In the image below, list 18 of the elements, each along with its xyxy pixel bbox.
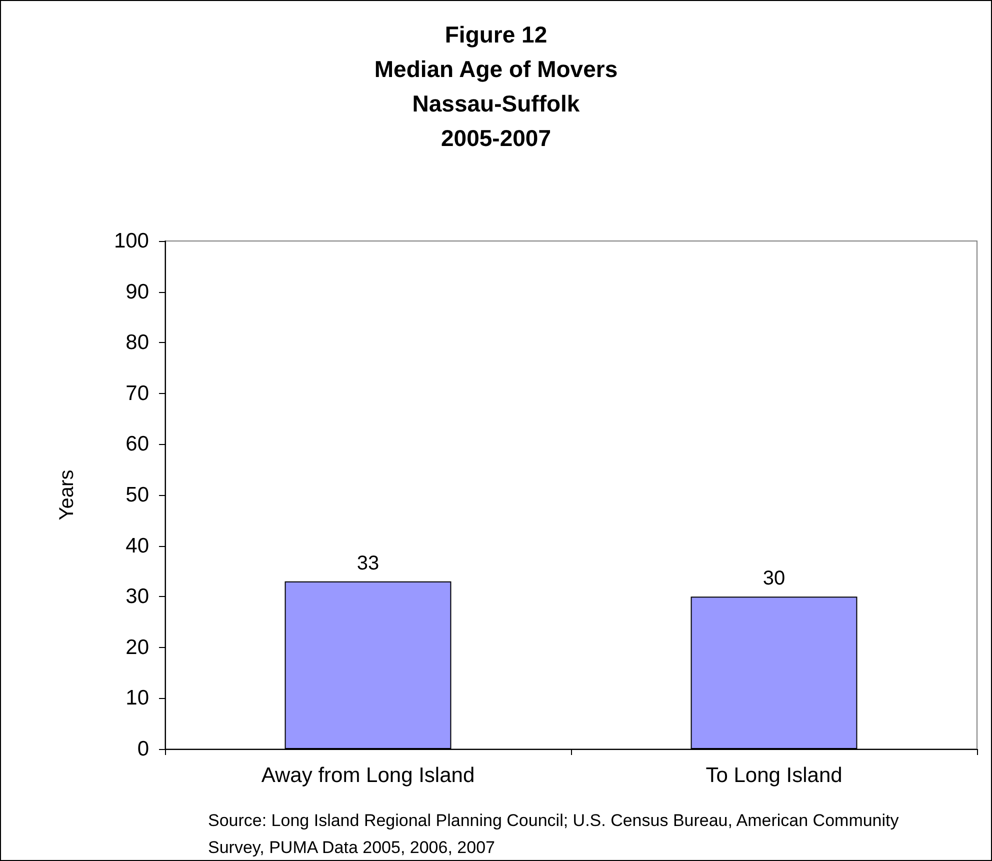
chart-title: Figure 12 Median Age of Movers Nassau-Suffolk 2005-2007 [374,21,618,151]
y-tick-label: 0 [137,738,149,760]
y-tick-label: 60 [126,432,149,456]
y-tick-label: 70 [126,382,149,405]
y-tick-label: 100 [114,230,149,252]
x-tick-label: Away from Long Island [261,764,475,787]
data-label: 30 [762,568,786,590]
y-tick-label: 80 [126,331,149,354]
data-label: 33 [356,552,380,574]
y-tick-label: 30 [126,585,149,608]
y-tick-label: 40 [126,534,149,558]
y-tick-label: 20 [126,636,149,659]
x-tick-label: To Long Island [706,764,842,787]
y-tick-label: 10 [126,686,149,710]
y-axis-title: Years [56,470,78,520]
y-tick-label: 50 [126,484,149,506]
y-tick-label: 90 [126,280,149,304]
source-note: Source: Long Island Regional Planning Council; U.S. Census Bureau, American Community Survey, PUMA Data 2005, 2006, 2007 [208,811,904,857]
